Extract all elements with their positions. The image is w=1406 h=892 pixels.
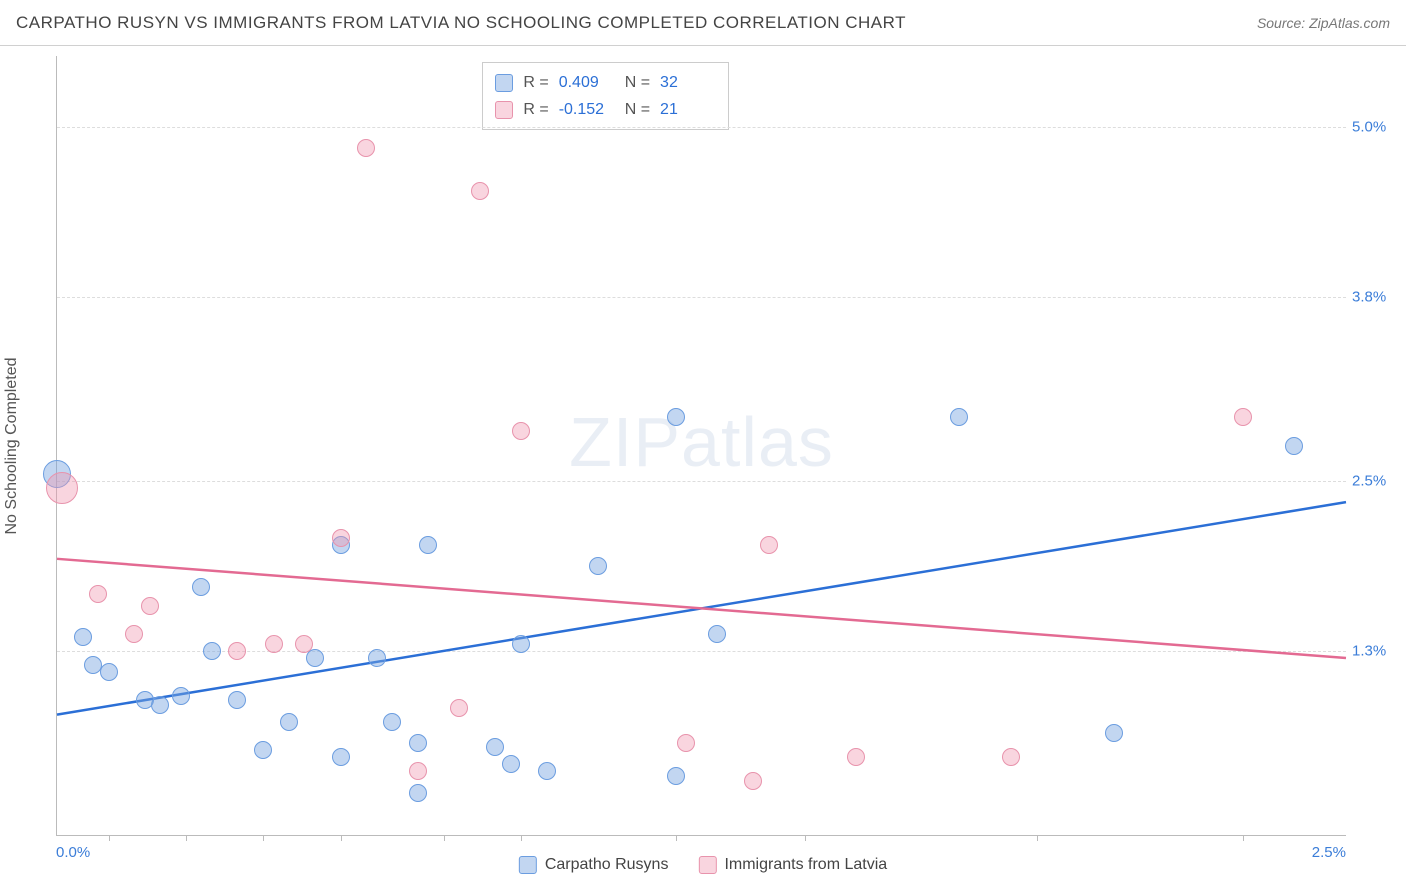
data-point — [192, 578, 210, 596]
data-point — [512, 422, 530, 440]
y-tick-label: 3.8% — [1352, 288, 1396, 305]
data-point — [141, 597, 159, 615]
data-point — [1105, 724, 1123, 742]
data-point — [228, 691, 246, 709]
legend-swatch-series1 — [519, 856, 537, 874]
data-point — [172, 687, 190, 705]
data-point — [419, 536, 437, 554]
data-point — [203, 642, 221, 660]
data-point — [125, 625, 143, 643]
data-point — [708, 625, 726, 643]
x-tick — [109, 835, 110, 841]
x-tick — [341, 835, 342, 841]
data-point — [332, 529, 350, 547]
legend-swatch-series2 — [698, 856, 716, 874]
data-point — [847, 748, 865, 766]
data-point — [589, 557, 607, 575]
x-tick — [186, 835, 187, 841]
data-point — [89, 585, 107, 603]
data-point — [265, 635, 283, 653]
data-point — [950, 408, 968, 426]
data-point — [368, 649, 386, 667]
data-point — [228, 642, 246, 660]
legend-label-series2: Immigrants from Latvia — [724, 856, 887, 874]
data-point — [512, 635, 530, 653]
source-attribution: Source: ZipAtlas.com — [1257, 15, 1390, 31]
data-point — [1285, 437, 1303, 455]
plot-area: ZIPatlas R = 0.409 N = 32 R = -0.152 N =… — [56, 56, 1346, 836]
x-tick — [1243, 835, 1244, 841]
trend-lines — [57, 56, 1346, 835]
x-tick — [444, 835, 445, 841]
x-min-label: 0.0% — [56, 844, 90, 861]
y-axis-title: No Schooling Completed — [3, 358, 21, 535]
data-point — [332, 748, 350, 766]
data-point — [151, 696, 169, 714]
x-tick — [805, 835, 806, 841]
x-tick — [1037, 835, 1038, 841]
data-point — [471, 182, 489, 200]
x-tick — [676, 835, 677, 841]
legend-item-series1: Carpatho Rusyns — [519, 856, 669, 874]
data-point — [744, 772, 762, 790]
data-point — [667, 767, 685, 785]
data-point — [280, 713, 298, 731]
x-max-label: 2.5% — [1312, 844, 1346, 861]
data-point — [409, 734, 427, 752]
legend-label-series1: Carpatho Rusyns — [545, 856, 669, 874]
y-tick-label: 2.5% — [1352, 472, 1396, 489]
data-point — [409, 784, 427, 802]
data-point — [100, 663, 118, 681]
data-point — [502, 755, 520, 773]
y-tick-label: 5.0% — [1352, 118, 1396, 135]
data-point — [295, 635, 313, 653]
x-tick — [521, 835, 522, 841]
data-point — [409, 762, 427, 780]
y-tick-label: 1.3% — [1352, 642, 1396, 659]
data-point — [760, 536, 778, 554]
data-point — [74, 628, 92, 646]
bottom-legend: Carpatho Rusyns Immigrants from Latvia — [519, 856, 887, 874]
data-point — [357, 139, 375, 157]
legend-item-series2: Immigrants from Latvia — [698, 856, 887, 874]
data-point — [254, 741, 272, 759]
x-tick — [263, 835, 264, 841]
data-point — [383, 713, 401, 731]
data-point — [667, 408, 685, 426]
data-point — [1234, 408, 1252, 426]
data-point — [46, 472, 78, 504]
data-point — [450, 699, 468, 717]
data-point — [1002, 748, 1020, 766]
data-point — [677, 734, 695, 752]
data-point — [538, 762, 556, 780]
chart-title: CARPATHO RUSYN VS IMMIGRANTS FROM LATVIA… — [16, 13, 906, 33]
data-point — [486, 738, 504, 756]
title-bar: CARPATHO RUSYN VS IMMIGRANTS FROM LATVIA… — [0, 0, 1406, 46]
